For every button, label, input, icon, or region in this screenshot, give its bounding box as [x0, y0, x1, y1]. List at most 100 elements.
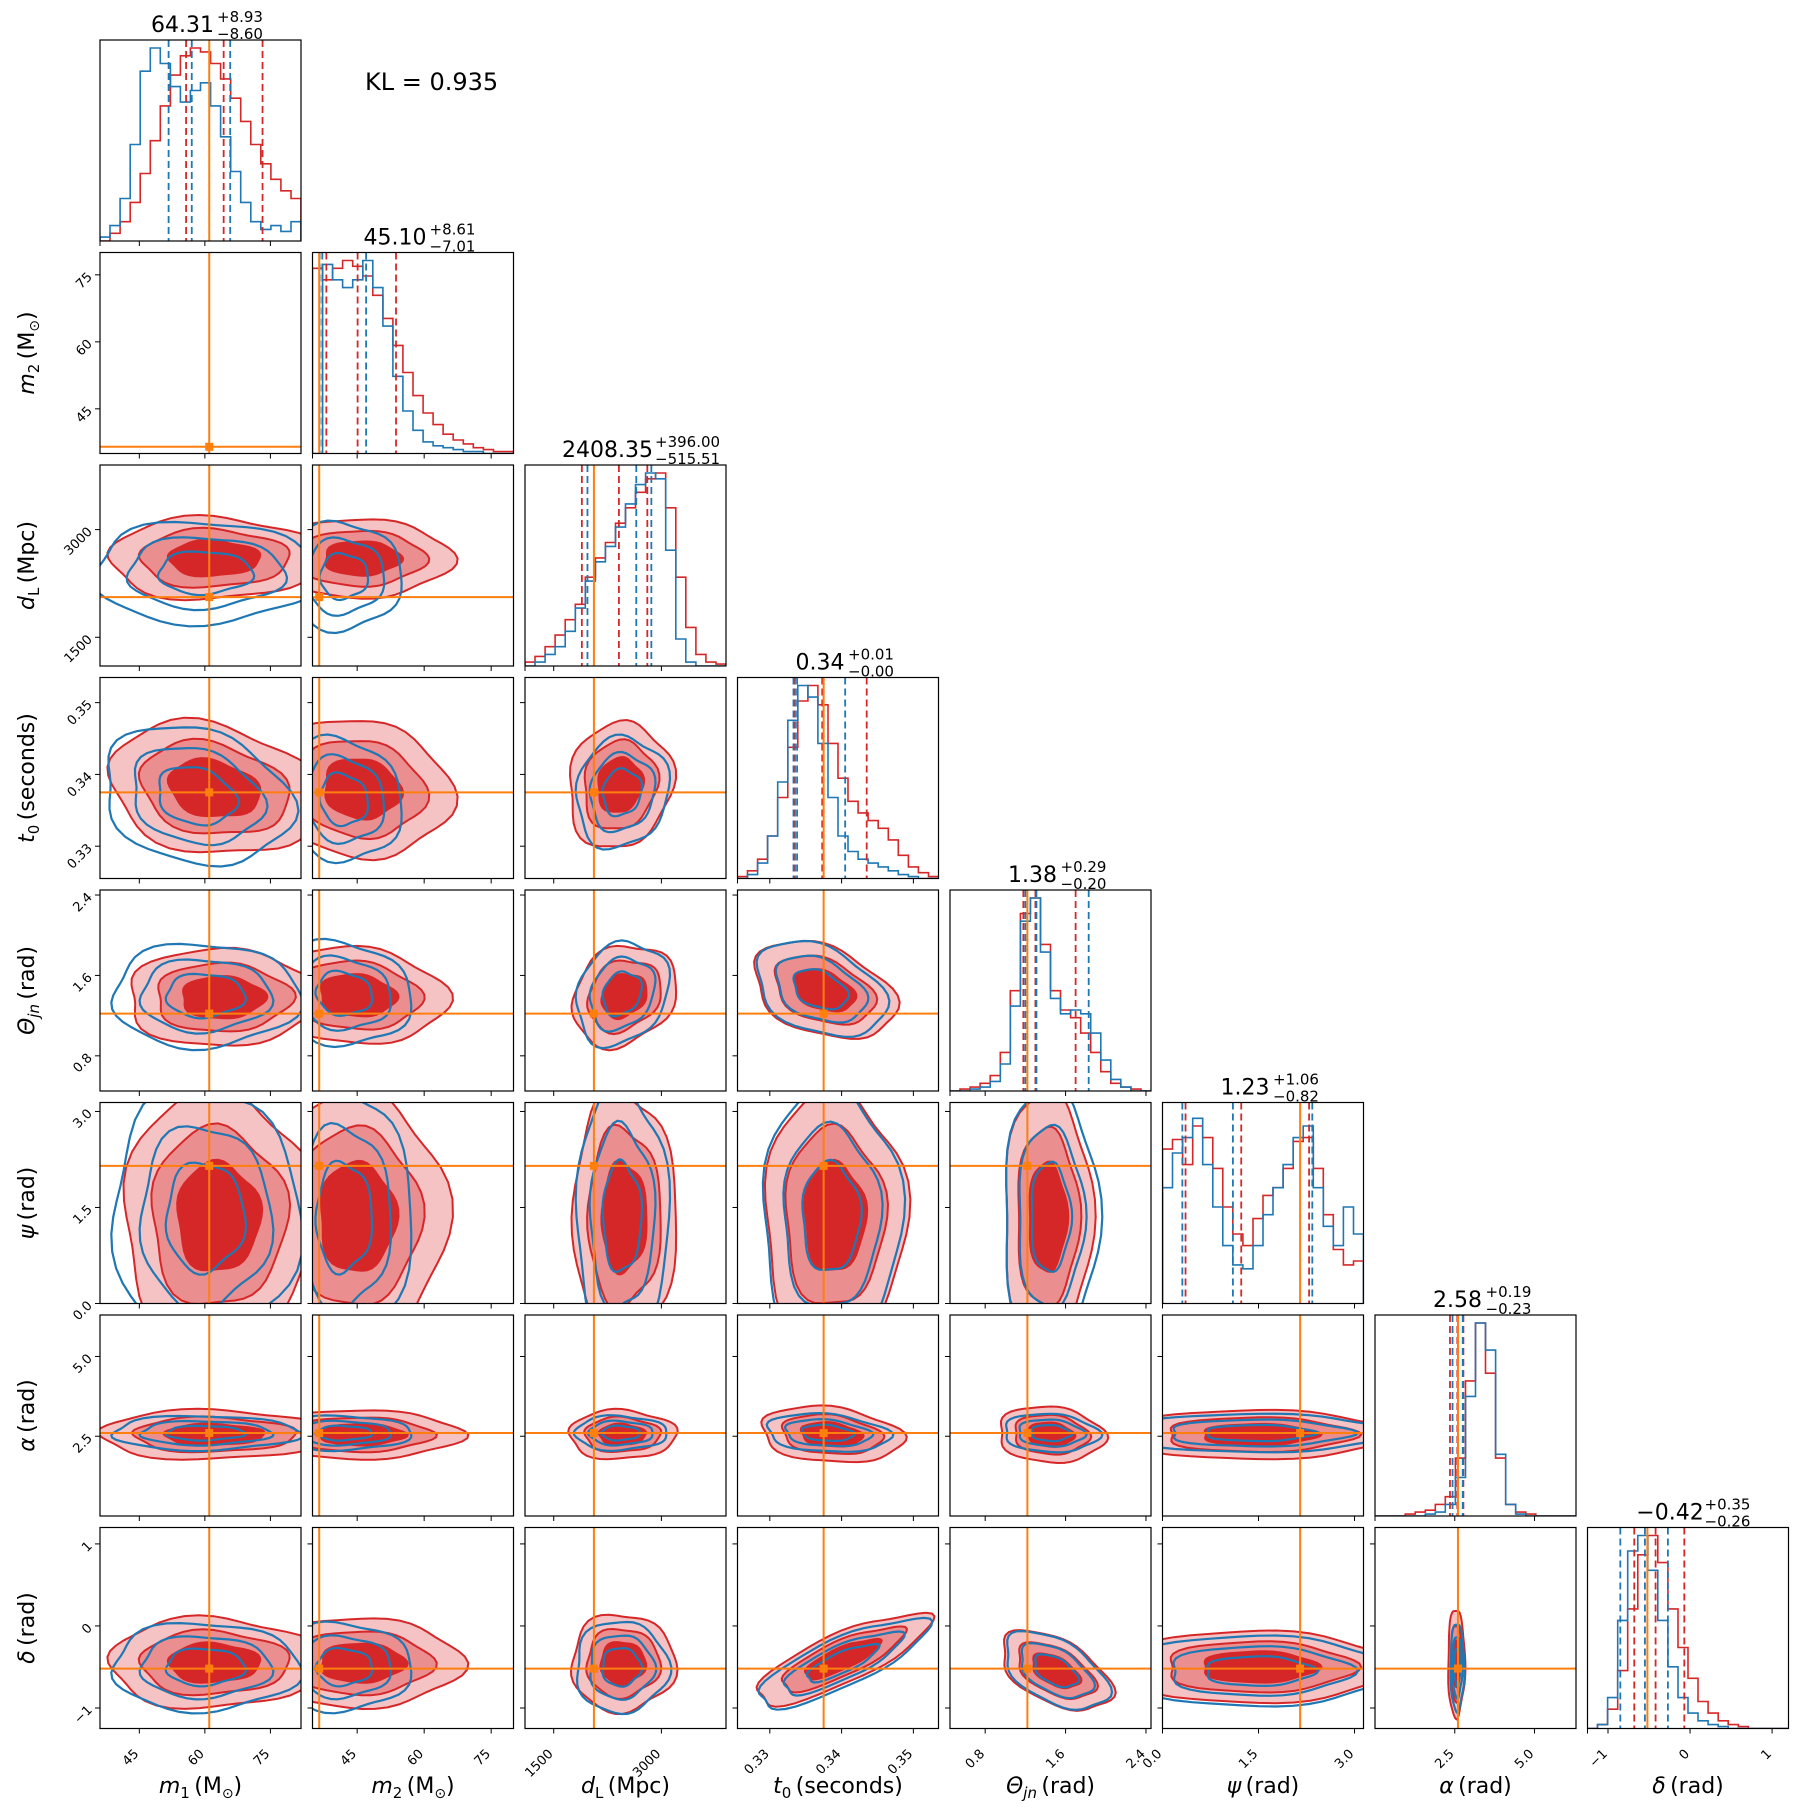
- hist-title-minus-psi: −0.82: [1273, 1088, 1319, 1106]
- truth-marker-delta-m2: [315, 1664, 324, 1673]
- ytick-label-t0-2: 0.35: [65, 698, 96, 729]
- hist-title-plus-m1: +8.93: [217, 8, 263, 26]
- contour-model-alpha-theta-1: [1018, 1418, 1088, 1448]
- hist-frame-alpha: [1374, 1314, 1577, 1517]
- hist-title-minus-alpha: −0.23: [1486, 1300, 1532, 1318]
- contour-model-psi-theta-1: [1018, 1123, 1088, 1304]
- contour-model-theta-m2-2: [314, 969, 374, 1018]
- ylabel-delta: δ (rad): [15, 1592, 40, 1664]
- panel-frame-delta-psi: [1161, 1526, 1365, 1730]
- xlabel-m2: m2 (M⊙): [371, 1774, 454, 1802]
- panel-frame-psi-m1: [99, 1101, 302, 1305]
- contour-model-psi-m2-2: [314, 1159, 374, 1276]
- panel-theta-vs-m1: [100, 890, 301, 1091]
- panel-t0-vs-m2: [312, 677, 514, 879]
- contour-model-alpha-t0-1: [783, 1417, 875, 1448]
- hist-title-plus-alpha: +0.19: [1486, 1283, 1532, 1301]
- truth-marker-alpha-m2: [315, 1429, 324, 1438]
- hist-model-m1: [100, 47, 301, 241]
- panel-frame-alpha-theta: [949, 1314, 1152, 1517]
- truth-marker-alpha-theta: [1023, 1429, 1032, 1438]
- panel-frame-alpha-m1: [99, 1314, 302, 1517]
- contour-ref-psi-t0-2: [803, 1158, 869, 1271]
- panel-t0-vs-dL: [525, 677, 726, 879]
- hist-frame-dL: [524, 464, 727, 667]
- contour-model-alpha-t0-0: [765, 1411, 895, 1453]
- ytick-label-dL-0: 1500: [62, 632, 96, 666]
- hist-title-m1: 64.31: [151, 13, 214, 38]
- hist-title-theta: 1.38: [1008, 863, 1057, 888]
- ytick-label-delta-2: 1: [79, 1539, 95, 1555]
- ytick-label-psi-1: 1.5: [70, 1203, 95, 1228]
- panel-frame-alpha-m2: [311, 1314, 515, 1517]
- hist-title-plus-dL: +396.00: [655, 433, 720, 451]
- hist-title-plus-psi: +1.06: [1273, 1071, 1319, 1089]
- panel-theta-vs-t0: [737, 890, 939, 1091]
- hist-title-dL: 2408.35: [562, 438, 653, 463]
- xtick-label-theta-0: 0.8: [963, 1747, 988, 1772]
- panel-frame-delta-m1: [99, 1526, 302, 1730]
- xtick-label-psi-0: 0.0: [1140, 1747, 1165, 1772]
- contour-model-delta-psi-1: [1172, 1645, 1360, 1697]
- xlabel-psi: ψ (rad): [1227, 1774, 1300, 1799]
- contour-model-t0-m1-1: [133, 746, 269, 847]
- contour-model-delta-m1-2: [164, 1647, 248, 1688]
- contour-ref-theta-m2-2: [319, 973, 400, 1018]
- hist-title-minus-t0: −0.00: [848, 663, 894, 681]
- panel-frame-theta-dL: [524, 889, 727, 1092]
- hist-model-t0: [737, 684, 939, 879]
- contour-ref-t0-dL-2: [597, 755, 646, 813]
- ylabel-dL: dL (Mpc): [15, 521, 43, 610]
- truth-marker-delta-alpha: [1453, 1664, 1462, 1673]
- hist-panel-psi: [1162, 1102, 1364, 1304]
- panel-frame-psi-dL: [524, 1101, 727, 1305]
- truth-marker-psi-theta: [1023, 1161, 1032, 1170]
- panel-frame-delta-t0: [736, 1526, 940, 1730]
- panel-frame-dL-m2: [311, 464, 515, 667]
- contour-model-t0-m2-0: [312, 733, 403, 865]
- hist-frame-psi: [1161, 1101, 1365, 1305]
- panel-alpha-vs-psi: [1162, 1315, 1364, 1516]
- contour-model-psi-dL-0: [574, 1102, 672, 1304]
- panel-psi-vs-t0: [737, 1102, 939, 1304]
- hist-ref-m2: [312, 259, 514, 454]
- xtick-label-m1-0: 45: [120, 1747, 142, 1769]
- panel-delta-vs-t0: [737, 1527, 939, 1729]
- contour-model-dL-m1-1: [125, 536, 289, 612]
- contour-model-delta-theta-2: [1034, 1653, 1081, 1689]
- ytick-label-theta-2: 2.4: [70, 890, 95, 915]
- xtick-label-m2-0: 45: [338, 1747, 360, 1769]
- truth-marker-alpha-psi: [1296, 1429, 1305, 1438]
- xtick-label-alpha-1: 5.0: [1512, 1747, 1537, 1772]
- hist-title-delta: −0.42: [1636, 1501, 1703, 1526]
- panel-frame-dL-m1: [99, 464, 302, 667]
- contour-model-theta-dL-2: [601, 970, 644, 1018]
- contour-ref-theta-m1-2: [182, 975, 269, 1020]
- panel-theta-vs-dL: [525, 890, 726, 1091]
- xlabel-alpha: α (rad): [1439, 1774, 1512, 1799]
- panel-frame-delta-m2: [311, 1526, 515, 1730]
- xtick-label-theta-1: 1.6: [1043, 1747, 1068, 1772]
- xtick-label-delta-1: 0: [1676, 1747, 1692, 1763]
- truth-marker-theta-m1: [205, 1009, 214, 1018]
- hist-title-plus-delta: +0.35: [1705, 1496, 1751, 1514]
- contour-model-theta-m1-0: [110, 942, 301, 1052]
- contour-model-t0-dL-2: [601, 767, 644, 818]
- contour-model-t0-m2-1: [312, 753, 386, 846]
- contour-model-alpha-theta-0: [1005, 1412, 1104, 1454]
- hist-panel-m2: [312, 252, 514, 454]
- panel-delta-vs-m1: [100, 1527, 301, 1729]
- truth-marker-m2-m1: [205, 442, 214, 451]
- panel-delta-vs-alpha: [1375, 1527, 1576, 1729]
- panel-frame-theta-m1: [99, 889, 302, 1092]
- xtick-label-delta-2: 1: [1758, 1747, 1774, 1763]
- contour-model-theta-t0-1: [774, 954, 870, 1024]
- ytick-label-psi-0: 0.0: [70, 1299, 95, 1324]
- xlabel-theta: Θjn (rad): [1006, 1774, 1095, 1802]
- contour-model-theta-m1-1: [138, 958, 275, 1035]
- panel-delta-vs-theta: [950, 1527, 1151, 1729]
- ylabel-alpha: α (rad): [15, 1379, 40, 1452]
- hist-title-m2: 45.10: [364, 226, 427, 251]
- contour-model-delta-dL-0: [575, 1620, 673, 1716]
